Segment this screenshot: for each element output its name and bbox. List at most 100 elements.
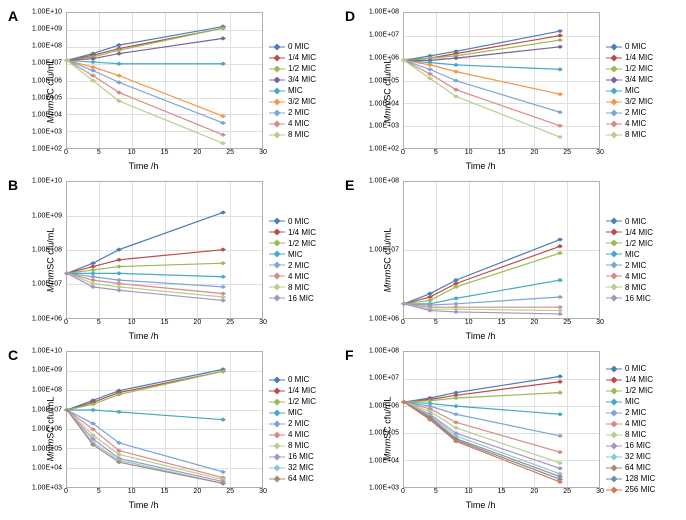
legend-item: 4 MIC [269, 119, 341, 128]
legend-swatch [269, 120, 285, 128]
legend-swatch [269, 54, 285, 62]
legend-label: 2 MIC [288, 261, 309, 270]
series-line [67, 60, 223, 123]
legend: 0 MIC1/4 MIC1/2 MICMIC2 MIC4 MIC8 MIC16 … [265, 177, 341, 342]
legend-swatch [269, 272, 285, 280]
y-tick: 1.00E+08 [369, 9, 399, 16]
legend-item: 0 MIC [606, 364, 678, 373]
legend-item: 2 MIC [606, 261, 678, 270]
x-label: Time /h [129, 500, 159, 510]
y-tick: 1.00E+03 [369, 123, 399, 130]
x-tick: 10 [128, 319, 136, 326]
legend-swatch [269, 431, 285, 439]
y-tick: 1.00E+03 [369, 484, 399, 491]
x-ticks: 051015202530 [66, 488, 263, 498]
series-marker [557, 110, 563, 114]
x-tick: 30 [596, 488, 604, 495]
legend-label: 16 MIC [625, 294, 651, 303]
legend-swatch [606, 283, 622, 291]
series-marker [116, 409, 122, 413]
series-line [67, 410, 223, 420]
series-marker [220, 211, 226, 215]
x-tick: 15 [498, 319, 506, 326]
y-label: MmmSC cfu/mL [45, 397, 55, 462]
series-svg [67, 182, 262, 317]
legend-label: 0 MIC [288, 217, 309, 226]
legend-swatch [269, 294, 285, 302]
legend-label: 0 MIC [288, 42, 309, 51]
legend-label: 4 MIC [625, 119, 646, 128]
legend-swatch [606, 87, 622, 95]
x-tick: 30 [259, 488, 267, 495]
legend-item: 1/2 MIC [269, 239, 341, 248]
legend-item: 3/2 MIC [269, 97, 341, 106]
legend-item: 16 MIC [269, 452, 341, 461]
series-svg [404, 13, 599, 148]
x-ticks: 051015202530 [66, 319, 263, 329]
legend-swatch [269, 65, 285, 73]
legend-item: 8 MIC [269, 130, 341, 139]
y-tick: 1.00E+09 [32, 212, 62, 219]
legend-label: MIC [288, 86, 303, 95]
series-marker [401, 302, 407, 306]
legend-item: 3/4 MIC [269, 75, 341, 84]
legend-item: 1/2 MIC [606, 239, 678, 248]
legend-label: 3/4 MIC [625, 75, 653, 84]
legend-label: MIC [288, 408, 303, 417]
series-marker [557, 312, 563, 316]
y-tick: 1.00E+09 [32, 367, 62, 374]
legend-label: 256 MIC [625, 485, 655, 494]
y-tick: 1.00E+10 [32, 9, 62, 16]
series-line [404, 253, 560, 304]
series-marker [116, 73, 122, 77]
legend-item: 0 MIC [606, 42, 678, 51]
series-marker [90, 408, 96, 412]
y-tick: 1.00E+07 [369, 31, 399, 38]
x-tick: 15 [161, 488, 169, 495]
legend-item: MIC [269, 86, 341, 95]
series-marker [557, 67, 563, 71]
x-ticks: 051015202530 [66, 149, 263, 159]
chart-area: 1.00E+021.00E+031.00E+041.00E+051.00E+06… [359, 8, 602, 173]
series-marker [557, 450, 563, 454]
series-marker [557, 479, 563, 483]
legend-item: 2 MIC [269, 419, 341, 428]
legend-label: 2 MIC [288, 419, 309, 428]
x-ticks: 051015202530 [403, 319, 600, 329]
legend-label: MIC [288, 250, 303, 259]
legend-swatch [269, 87, 285, 95]
legend-item: 8 MIC [606, 283, 678, 292]
legend-label: 2 MIC [625, 261, 646, 270]
series-marker [220, 121, 226, 125]
y-tick: 1.00E+06 [369, 315, 399, 322]
legend-item: 16 MIC [606, 441, 678, 450]
x-tick: 0 [401, 319, 405, 326]
x-tick: 20 [530, 319, 538, 326]
chart-area: 1.00E+031.00E+041.00E+051.00E+061.00E+07… [359, 347, 602, 512]
legend-label: 16 MIC [288, 294, 314, 303]
legend-label: 1/4 MIC [625, 375, 653, 384]
legend-label: MIC [625, 86, 640, 95]
legend-label: 1/4 MIC [625, 228, 653, 237]
legend-item: 1/4 MIC [606, 375, 678, 384]
legend-label: 128 MIC [625, 474, 655, 483]
series-marker [220, 62, 226, 66]
legend-item: 1/2 MIC [269, 64, 341, 73]
y-tick: 1.00E+02 [32, 146, 62, 153]
series-line [67, 60, 223, 116]
legend-label: 0 MIC [288, 375, 309, 384]
legend-label: 8 MIC [625, 130, 646, 139]
series-line [404, 402, 560, 436]
legend-label: 1/2 MIC [288, 239, 316, 248]
series-marker [116, 258, 122, 262]
legend-swatch [269, 420, 285, 428]
x-ticks: 051015202530 [403, 488, 600, 498]
legend-item: 8 MIC [606, 130, 678, 139]
legend-item: MIC [606, 397, 678, 406]
legend-item: 16 MIC [606, 294, 678, 303]
legend-label: 8 MIC [625, 283, 646, 292]
legend-label: 8 MIC [288, 130, 309, 139]
legend-item: 64 MIC [269, 474, 341, 483]
legend: 0 MIC1/4 MIC1/2 MIC3/4 MICMIC3/2 MIC2 MI… [265, 8, 341, 173]
x-tick: 30 [596, 319, 604, 326]
